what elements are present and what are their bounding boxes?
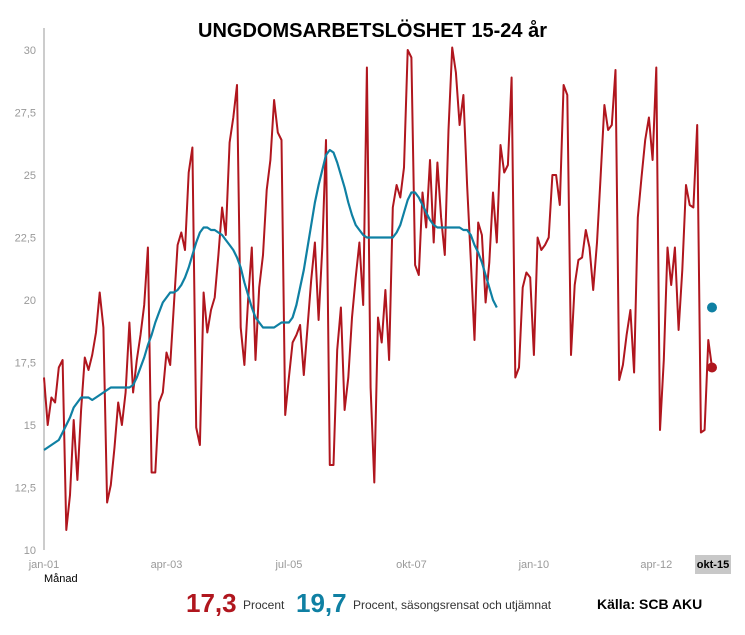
x-tick-label: jan-01 xyxy=(28,559,60,571)
y-tick-label: 22,5 xyxy=(15,233,36,245)
source-label: Källa: SCB AKU xyxy=(597,596,703,612)
y-tick-label: 12,5 xyxy=(15,483,36,495)
y-tick-label: 15 xyxy=(24,420,36,432)
legend-red-label: Procent xyxy=(243,598,285,612)
x-highlight-label: okt-15 xyxy=(697,559,729,571)
x-tick-label: okt-07 xyxy=(396,559,427,571)
legend-teal-value: 19,7 xyxy=(296,588,347,618)
y-tick-label: 27,5 xyxy=(15,108,36,120)
y-tick-label: 30 xyxy=(24,45,36,57)
y-tick-label: 17,5 xyxy=(15,358,36,370)
x-tick-label: jul-05 xyxy=(274,559,302,571)
x-tick-label: apr-12 xyxy=(640,559,672,571)
chart-title: UNGDOMSARBETSLÖSHET 15-24 år xyxy=(198,20,547,42)
legend-teal-label: Procent, säsongsrensat och utjämnat xyxy=(353,598,552,612)
x-highlight-box xyxy=(695,555,731,574)
end-marker-procent xyxy=(707,362,717,373)
y-tick-label: 25 xyxy=(24,170,36,182)
x-axis-label: Månad xyxy=(44,573,78,585)
end-markers xyxy=(707,302,717,373)
y-tick-label: 10 xyxy=(24,545,36,557)
x-tick-label: jan-10 xyxy=(518,559,550,571)
x-tick-label: apr-03 xyxy=(151,559,183,571)
chart-axes: 10 12,5 15 17,5 20 22,5 25 27,5 30 jan-01 apr-03 ju… xyxy=(15,28,731,585)
y-tick-label: 20 xyxy=(24,295,36,307)
series-line-procent xyxy=(43,46,713,531)
series-line-trend xyxy=(43,148,498,451)
chart-plot: 10 12,5 15 17,5 20 22,5 25 27,5 30 jan-01 apr-03 ju… xyxy=(15,28,731,585)
legend: 17,3 Procent 19,7 Procent, säsongsrensat… xyxy=(0,588,745,624)
legend-red-value: 17,3 xyxy=(186,588,237,618)
series-layer xyxy=(43,46,713,531)
end-marker-trend xyxy=(707,302,717,313)
